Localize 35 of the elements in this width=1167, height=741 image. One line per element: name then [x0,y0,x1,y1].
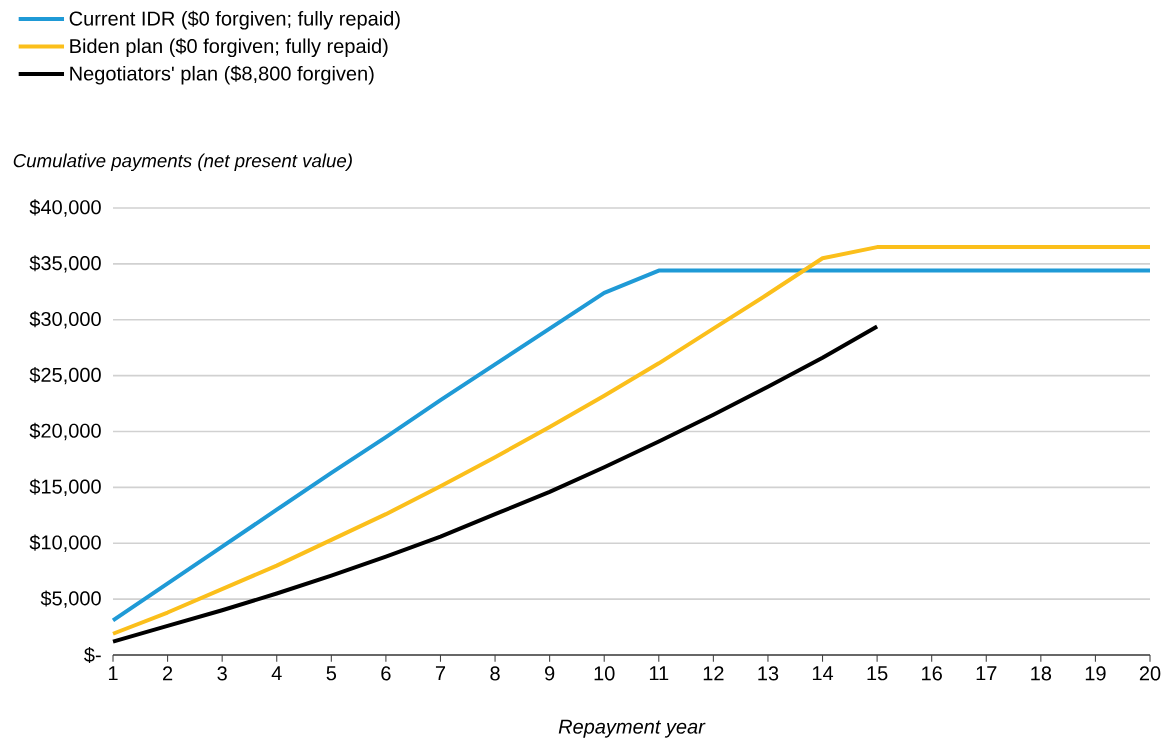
y-axis-title: Cumulative payments (net present value) [13,153,352,172]
y-tick-label: $20,000 [29,422,101,441]
x-tick-label: 10 [594,666,615,681]
x-tick-label: 2 [163,666,173,681]
y-tick-label: $15,000 [29,478,101,497]
y-tick-label: $5,000 [40,590,101,608]
x-tick-label: 6 [381,666,391,681]
x-tick-label: 3 [217,666,227,681]
x-tick-label: 18 [1031,666,1052,681]
x-tick-label: 13 [758,666,779,681]
x-tick-label: 19 [1085,666,1106,681]
x-tick-label: 5 [326,666,337,681]
y-tick-label: $30,000 [29,311,101,329]
x-axis-title: Repayment year [558,719,706,738]
x-tick-label: 11 [649,666,669,681]
x-tick-label: 8 [490,666,500,681]
y-tick-label: $35,000 [29,255,101,273]
legend-label: Negotiators' plan ($8,800 forgiven) [70,65,374,85]
x-tick-label: 17 [976,666,997,681]
legend-label: Biden plan ($0 forgiven; fully repaid) [70,38,388,58]
y-tick-label: $- [84,646,101,664]
y-tick-label: $40,000 [29,199,101,217]
x-tick-label: 12 [703,666,724,681]
line-series [111,324,880,644]
x-tick-label: 7 [435,666,446,681]
y-tick-label: $25,000 [29,366,101,385]
y-tick-label: $10,000 [29,534,101,552]
legend-label: Current IDR ($0 forgiven; fully repaid) [69,10,400,30]
x-tick-label: 15 [867,666,888,681]
x-tick-label: 1 [108,666,118,681]
x-tick-label: 9 [545,666,555,681]
x-tick-label: 16 [922,666,942,681]
x-tick-label: 4 [271,666,282,681]
x-tick-label: 14 [812,666,834,681]
x-tick-label: 20 [1139,666,1161,681]
